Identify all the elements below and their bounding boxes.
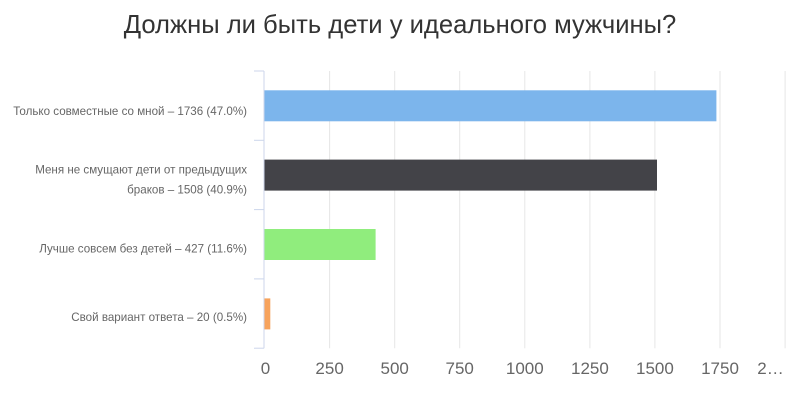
svg-text:750: 750	[446, 359, 474, 378]
svg-text:2…: 2…	[757, 359, 783, 378]
svg-text:0: 0	[261, 359, 270, 378]
svg-text:Должны ли быть дети у идеально: Должны ли быть дети у идеального мужчины…	[124, 11, 677, 39]
svg-text:Свой вариант ответа – 20 (0.5%: Свой вариант ответа – 20 (0.5%)	[71, 311, 247, 324]
svg-text:Меня не смущают дети от предыд: Меня не смущают дети от предыдущих	[35, 164, 247, 177]
svg-text:250: 250	[315, 359, 343, 378]
svg-text:Только совместные со мной – 17: Только совместные со мной – 1736 (47.0%)	[13, 105, 247, 118]
svg-text:1750: 1750	[701, 359, 739, 378]
svg-text:1500: 1500	[636, 359, 674, 378]
svg-text:500: 500	[381, 359, 409, 378]
svg-text:Лучше совсем без детей – 427 (: Лучше совсем без детей – 427 (11.6%)	[39, 243, 247, 256]
svg-text:браков – 1508 (40.9%): браков – 1508 (40.9%)	[127, 184, 247, 197]
svg-text:1250: 1250	[571, 359, 609, 378]
svg-text:1000: 1000	[506, 359, 544, 378]
